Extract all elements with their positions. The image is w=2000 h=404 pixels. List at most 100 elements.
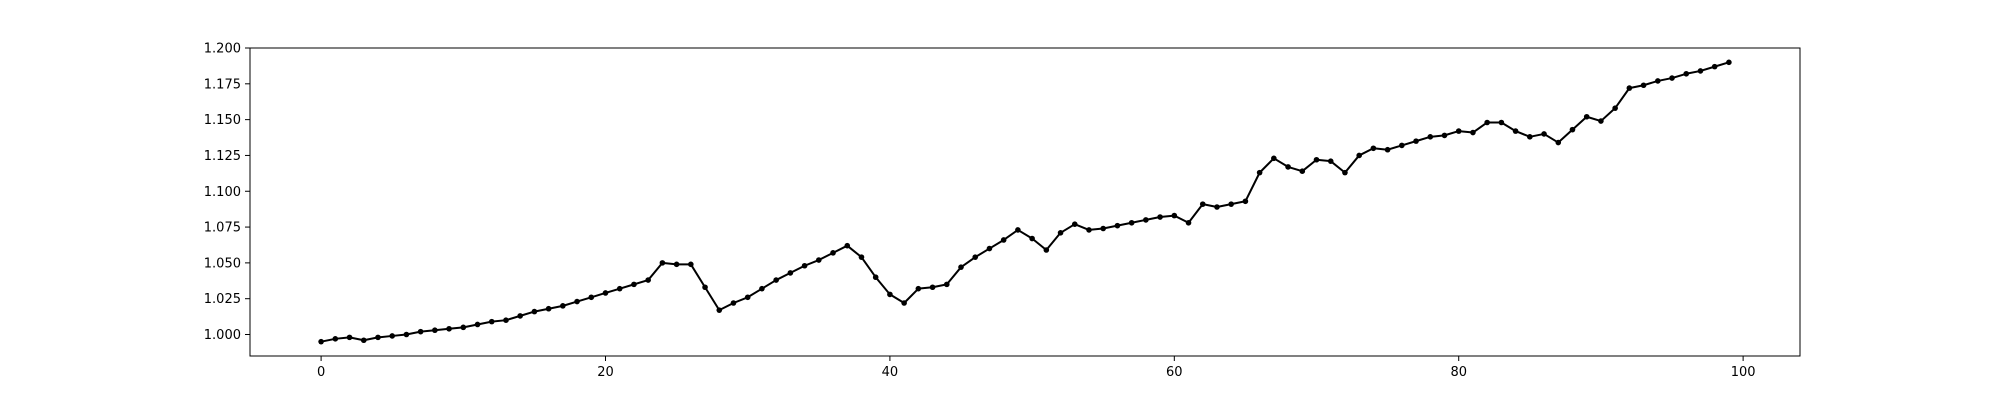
data-point	[574, 298, 580, 305]
x-tick-label: 80	[1450, 365, 1467, 380]
data-point	[759, 285, 765, 292]
data-point	[389, 333, 396, 339]
data-point	[1583, 113, 1590, 120]
data-point	[545, 305, 552, 312]
data-point	[1071, 221, 1078, 227]
data-point	[560, 303, 566, 309]
data-point	[417, 328, 424, 335]
data-point	[1441, 132, 1448, 139]
data-point	[1342, 169, 1348, 176]
data-point	[531, 308, 538, 315]
data-point	[460, 324, 467, 331]
data-point	[517, 313, 523, 319]
data-point	[872, 274, 879, 281]
y-tick-label: 1.075	[204, 221, 241, 236]
x-tick-label: 60	[1166, 365, 1183, 380]
data-point	[446, 325, 452, 332]
data-point	[958, 264, 964, 270]
data-point	[1711, 63, 1718, 70]
data-point	[1598, 118, 1604, 124]
y-tick-label: 1.200	[204, 42, 241, 57]
data-point	[1512, 128, 1519, 134]
data-point	[332, 336, 339, 342]
data-point	[858, 254, 865, 260]
data-point	[403, 331, 410, 338]
data-point	[1384, 146, 1391, 153]
data-point	[602, 290, 609, 296]
data-point	[673, 261, 680, 268]
data-point	[503, 317, 509, 323]
x-tick-label: 20	[597, 365, 614, 380]
data-point	[1214, 204, 1220, 210]
data-point	[1228, 201, 1234, 207]
data-point	[1413, 138, 1419, 144]
data-point	[1100, 225, 1107, 232]
data-point	[929, 284, 936, 291]
data-point	[1242, 198, 1249, 205]
data-point	[318, 338, 324, 345]
data-point	[1029, 235, 1035, 242]
data-point	[1285, 164, 1291, 170]
data-point	[1057, 230, 1064, 236]
y-tick-label: 1.125	[204, 149, 241, 164]
y-tick-label: 1.000	[204, 328, 241, 343]
data-point	[744, 294, 751, 301]
data-point	[1697, 68, 1704, 74]
data-point	[1327, 158, 1334, 164]
x-tick-label: 100	[1731, 365, 1756, 380]
data-point	[801, 262, 808, 269]
data-point	[1455, 128, 1462, 134]
data-point	[901, 300, 907, 306]
data-point	[1569, 126, 1576, 133]
data-point	[1015, 227, 1021, 233]
data-point	[375, 334, 381, 341]
data-point	[1086, 227, 1092, 233]
data-point	[474, 321, 481, 328]
data-point	[1655, 78, 1661, 84]
data-point	[1626, 85, 1633, 91]
data-point	[1043, 247, 1050, 253]
data-point	[1498, 119, 1505, 126]
data-point	[1427, 134, 1434, 140]
data-point	[1669, 75, 1675, 81]
data-point	[1541, 131, 1547, 137]
x-tick-label: 40	[882, 365, 899, 380]
data-point	[688, 261, 694, 268]
data-point	[915, 285, 922, 292]
data-point	[1612, 105, 1618, 111]
data-point	[1313, 156, 1320, 163]
y-tick-label: 1.150	[204, 113, 241, 128]
data-point	[1199, 201, 1206, 207]
data-point	[716, 307, 723, 313]
y-tick-label: 1.050	[204, 256, 241, 271]
data-point	[631, 281, 637, 288]
data-point	[1683, 70, 1690, 77]
data-point	[1356, 152, 1362, 159]
data-point	[588, 294, 595, 301]
data-point	[1128, 219, 1135, 226]
y-axis: 1.000 1.025 1.050 1.075 1.100 1.125 1.150 1.175…	[204, 42, 250, 343]
x-axis: 0 20 40 60 80 100	[317, 356, 1756, 380]
data-point	[1470, 129, 1476, 136]
data-point	[488, 318, 495, 325]
data-point	[830, 250, 836, 256]
data-point	[1640, 82, 1647, 89]
y-tick-label: 1.025	[204, 292, 241, 307]
data-point	[1370, 145, 1377, 152]
data-point	[432, 327, 438, 334]
data-point	[1726, 59, 1732, 66]
data-point	[972, 254, 979, 260]
data-point	[1256, 169, 1263, 176]
data-point	[1527, 134, 1533, 140]
data-point	[1271, 155, 1277, 162]
series-line	[320, 61, 1730, 343]
data-point	[943, 281, 950, 288]
data-point	[659, 260, 666, 266]
data-point	[1114, 222, 1121, 229]
data-point	[986, 245, 993, 252]
data-point	[1399, 142, 1405, 149]
data-point	[645, 277, 651, 283]
data-point	[816, 257, 822, 263]
x-tick-label: 0	[317, 365, 325, 380]
